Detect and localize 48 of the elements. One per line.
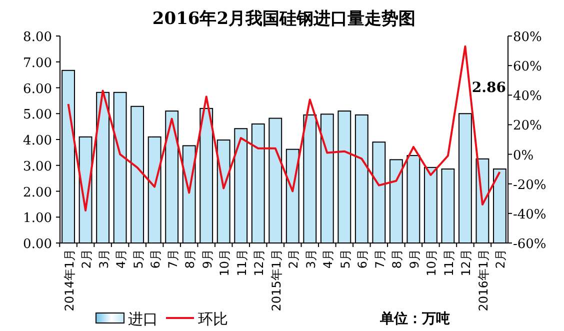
annotation: 2.86 bbox=[472, 80, 506, 96]
x-tick-label: 8月 bbox=[183, 249, 198, 269]
chart-title: 2016年2月我国硅钢进口量走势图 bbox=[152, 9, 416, 29]
text: 单位：万吨 bbox=[379, 311, 450, 327]
y2-tick-label: -20% bbox=[513, 178, 546, 193]
x-tick-label: 12月 bbox=[252, 249, 266, 276]
y-tick-label: 1.00 bbox=[23, 211, 52, 226]
x-tick-label: 2016年1月 bbox=[476, 249, 490, 312]
x-tick-label: 6月 bbox=[148, 249, 163, 269]
x-tick-label: 2月 bbox=[494, 249, 508, 269]
y-tick-label: 6.00 bbox=[23, 82, 52, 97]
legend-label: 进口 bbox=[128, 310, 158, 328]
x-tick-label: 2015年1月 bbox=[269, 249, 284, 312]
x-tick-label: 2月 bbox=[80, 249, 94, 269]
x-tick-label: 10月 bbox=[424, 249, 439, 276]
x-tick-label: 10月 bbox=[218, 249, 232, 276]
x-tick-label: 2014年1月 bbox=[62, 249, 76, 312]
x-tick-label: 9月 bbox=[200, 249, 214, 269]
y2-tick-label: 60% bbox=[513, 60, 542, 75]
y2-tick-label: 0% bbox=[513, 148, 534, 164]
x-tick-label: 6月 bbox=[356, 249, 370, 269]
y-tick-label: 7.00 bbox=[23, 56, 52, 71]
x-tick-label: 4月 bbox=[321, 249, 336, 269]
x-tick-label: 3月 bbox=[304, 249, 318, 269]
x-tick-label: 11月 bbox=[442, 249, 456, 276]
y-tick-label: 8.00 bbox=[23, 30, 52, 45]
y2-tick-label: 20% bbox=[513, 118, 542, 134]
y2-tick-label: 40% bbox=[513, 89, 542, 104]
x-tick-label: 11月 bbox=[234, 249, 249, 276]
y2-tick-label: 80% bbox=[513, 30, 542, 45]
x-tick-label: 12月 bbox=[459, 249, 474, 276]
x-tick-label: 7月 bbox=[166, 249, 180, 269]
x-tick-label: 9月 bbox=[407, 249, 422, 269]
y-tick-label: 2.00 bbox=[23, 185, 52, 200]
y-tick-label: 0.00 bbox=[23, 237, 52, 252]
x-tick-label: 5月 bbox=[338, 249, 352, 269]
y2-tick-label: -40% bbox=[513, 207, 546, 222]
x-tick-label: 5月 bbox=[131, 249, 146, 269]
x-tick-label: 7月 bbox=[372, 249, 387, 269]
y-tick-label: 5.00 bbox=[23, 108, 52, 123]
x-tick-label: 4月 bbox=[114, 249, 128, 269]
x-tick-label: 3月 bbox=[96, 249, 111, 269]
x-tick-label: 8月 bbox=[390, 249, 404, 269]
x-tick-label: 2月 bbox=[286, 249, 301, 269]
y-tick-label: 4.00 bbox=[23, 134, 52, 148]
y-tick-label: 3.00 bbox=[23, 159, 52, 174]
y2-tick-label: -60% bbox=[513, 237, 546, 252]
legend-label: 环比 bbox=[198, 310, 228, 328]
